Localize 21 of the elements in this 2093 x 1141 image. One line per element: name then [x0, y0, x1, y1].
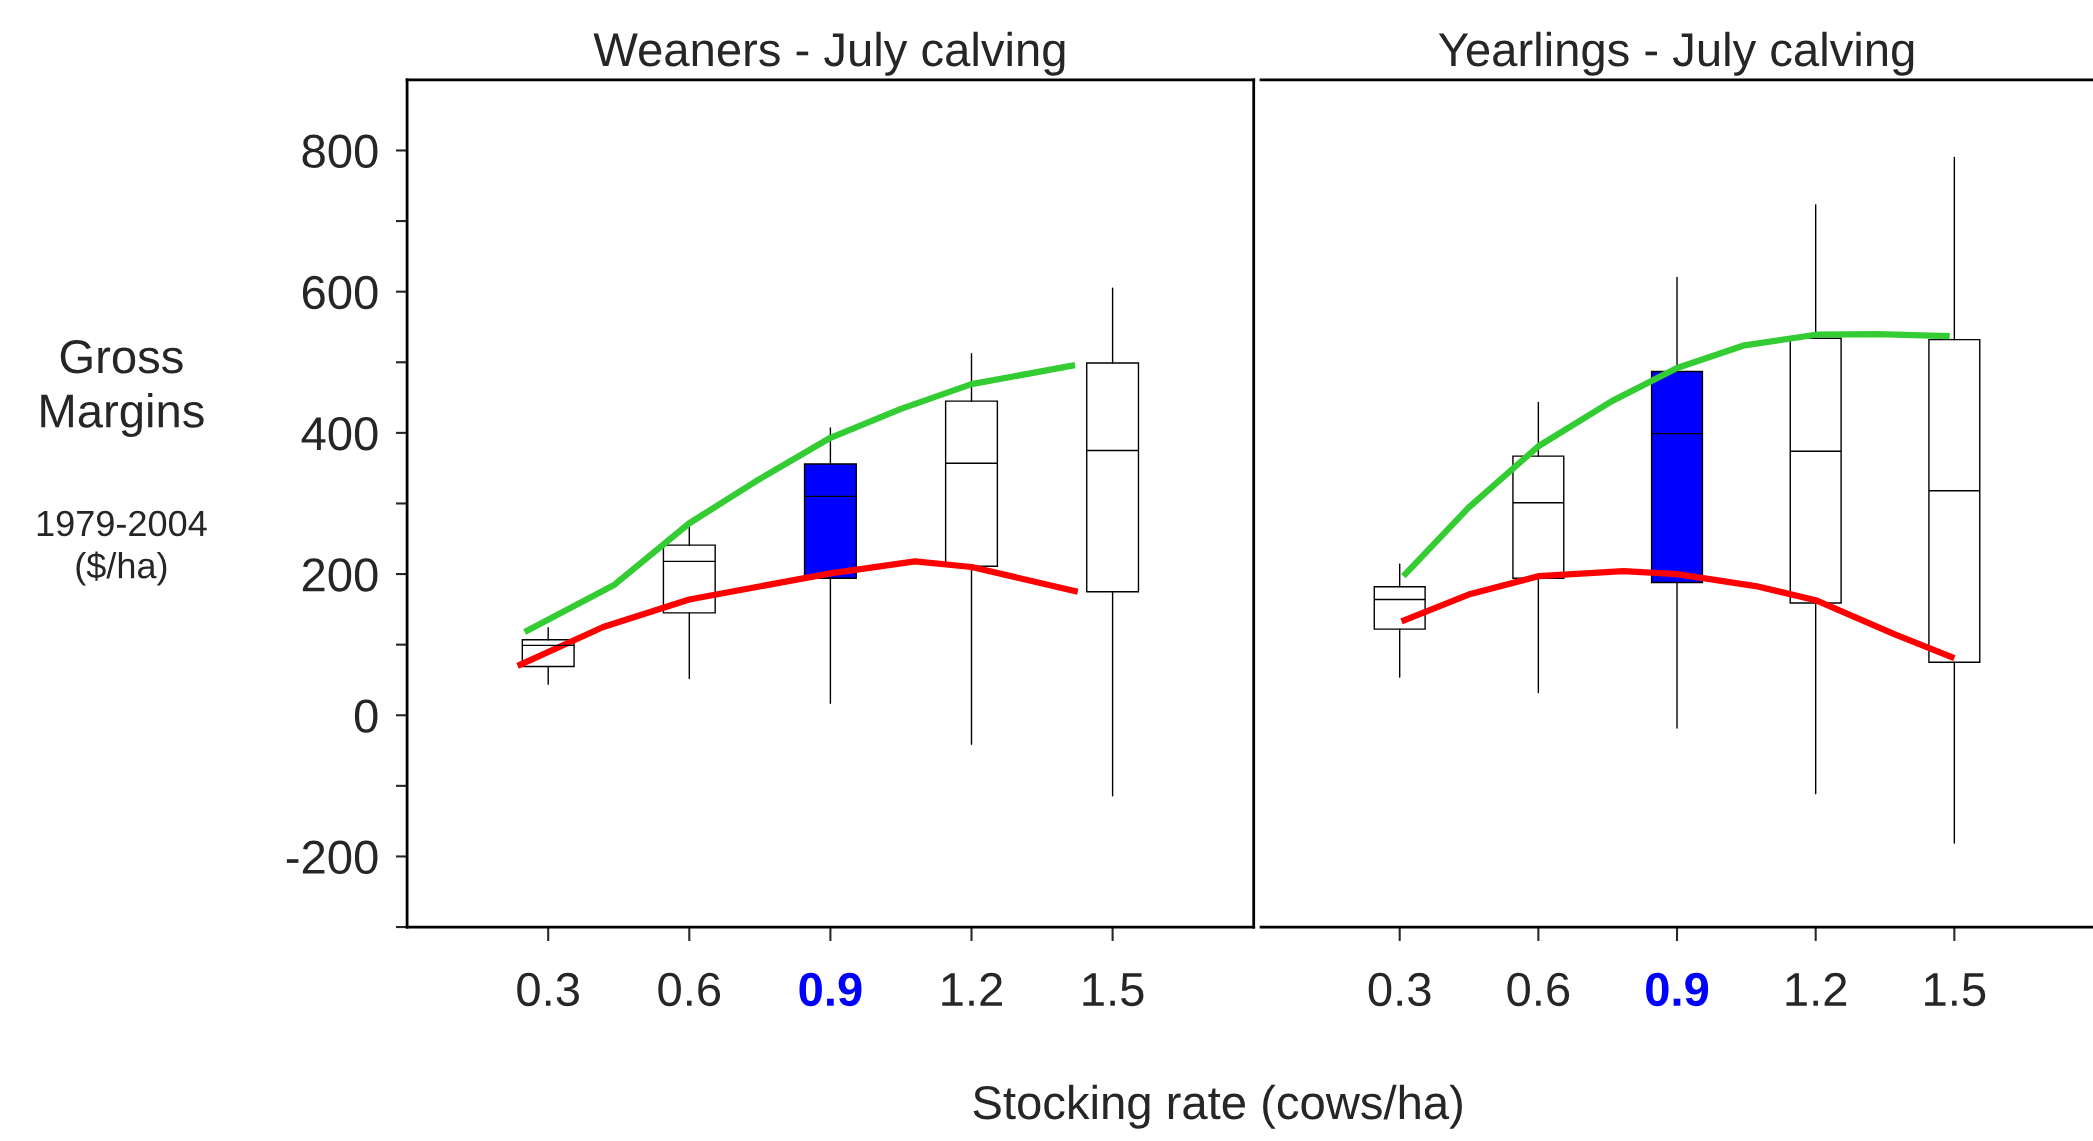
x-tick-label: 0.3 [1368, 972, 1431, 1007]
y-axis-title: Gross Margins [41, 340, 204, 438]
x-tick-label: 0.3 [517, 972, 579, 1007]
x-tick-label: 1.5 [1925, 973, 1986, 1007]
chart-title: Weaners - July calving [593, 31, 1065, 76]
y-tick-label: 400 [301, 417, 378, 451]
x-axis-title: Stocking rate (cows/ha) [973, 1084, 1462, 1129]
x-tick-label: 1.2 [1786, 972, 1847, 1006]
text: 1979-2004 ($/ha) [37, 510, 207, 586]
x-tick-label: 0.9 [1646, 972, 1709, 1007]
chart-title: Yearlings - July calving [1438, 31, 1914, 76]
y-tick-label: -200 [286, 840, 378, 875]
x-tick-label: 1.5 [1083, 973, 1144, 1007]
x-tick-label: 0.9 [799, 972, 862, 1007]
y-tick-label: 800 [302, 134, 378, 169]
y-tick-label: 600 [302, 275, 378, 310]
x-tick-label: 0.6 [658, 972, 721, 1007]
y-tick-label: 200 [302, 558, 378, 592]
x-tick-label: 0.6 [1507, 972, 1570, 1007]
x-tick-label: 1.2 [942, 972, 1002, 1006]
y-tick-label: 0 [354, 699, 378, 733]
